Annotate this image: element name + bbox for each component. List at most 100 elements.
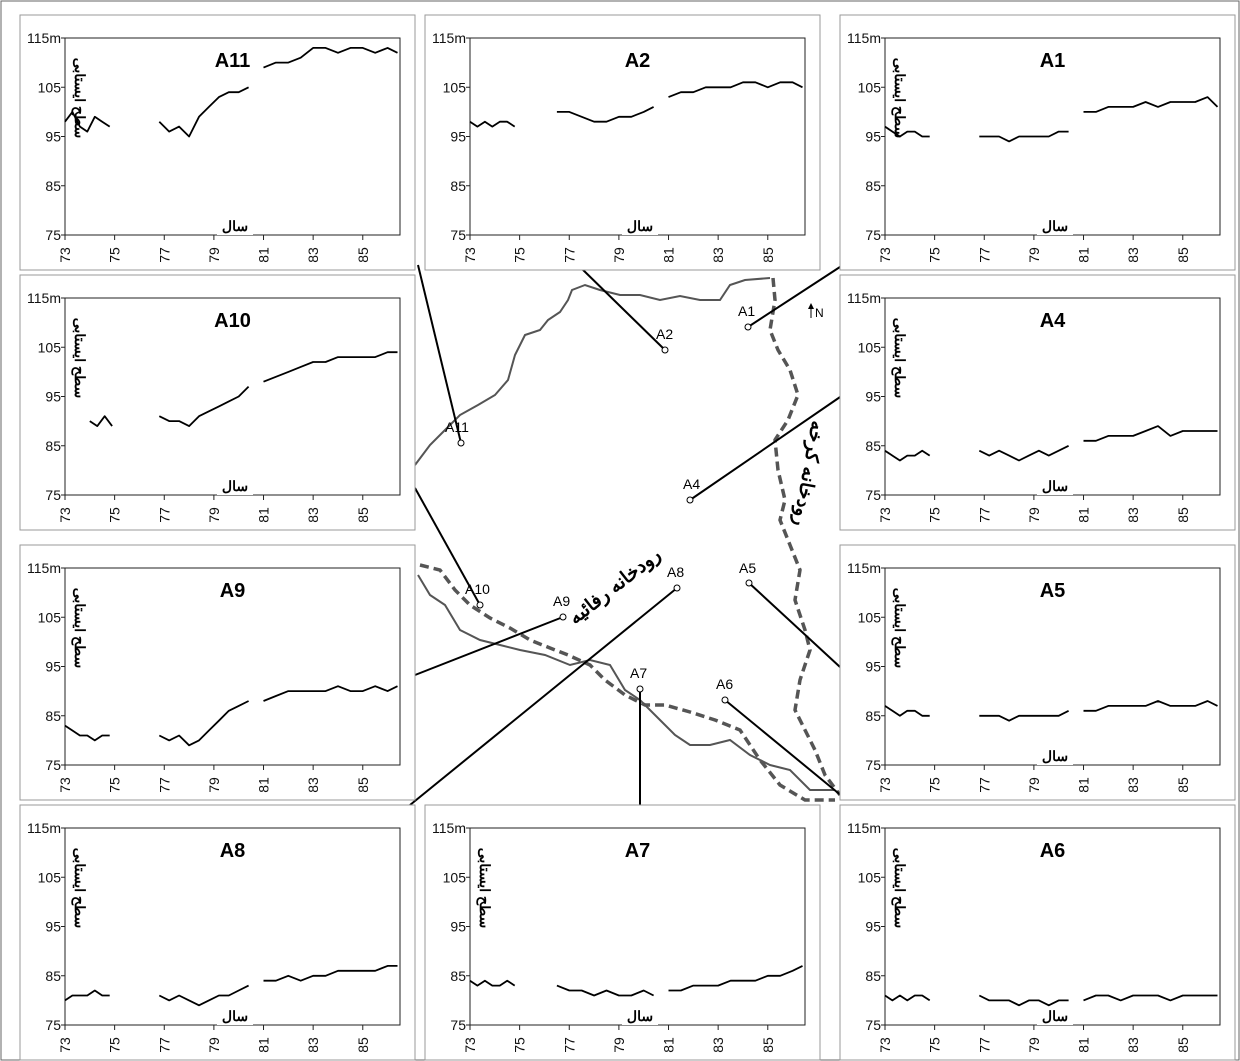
- y-tick-label: 75: [45, 487, 61, 503]
- well-marker-a11: [457, 439, 465, 447]
- y-tick-label: 85: [45, 968, 61, 984]
- x-tick-label: 81: [1076, 247, 1092, 263]
- x-tick-label: 83: [305, 247, 321, 263]
- rafieh-river-label: رودخانه رفائیه: [565, 544, 665, 628]
- x-tick-label: 83: [305, 777, 321, 793]
- x-tick-label: 75: [927, 1037, 943, 1053]
- well-label-a6: A6: [716, 676, 733, 692]
- y-tick-label: 105: [858, 609, 882, 625]
- well-marker-a4: [686, 496, 694, 504]
- x-tick-label: 73: [57, 507, 73, 523]
- x-tick-label: 77: [976, 247, 992, 263]
- x-axis-title: سال: [627, 1008, 653, 1024]
- x-tick-label: 77: [976, 777, 992, 793]
- x-tick-label: 83: [1125, 247, 1141, 263]
- y-tick-label: 105: [858, 79, 882, 95]
- y-tick-label: 75: [45, 757, 61, 773]
- x-tick-label: 77: [156, 247, 172, 263]
- well-marker-a2: [661, 346, 669, 354]
- x-tick-label: 85: [760, 247, 776, 263]
- y-tick-label: 85: [450, 968, 466, 984]
- panel-a5: 115m 105 95 85 75 73 75 77 79 81 83 85 A5 سطح ایستابی…: [839, 544, 1236, 801]
- x-tick-label: 75: [512, 1037, 528, 1053]
- y-tick-label: 105: [38, 339, 62, 355]
- well-marker-a5: [745, 579, 753, 587]
- groundwater-series-segment: [158, 385, 250, 427]
- groundwater-series-segment: [1083, 994, 1218, 1002]
- y-axis-title: سطح ایستابی: [476, 848, 493, 928]
- groundwater-series-segment: [469, 120, 516, 128]
- y-axis-title: سطح ایستابی: [891, 588, 908, 668]
- x-tick-label: 75: [107, 247, 123, 263]
- y-tick-label: 105: [443, 869, 467, 885]
- panel-a11: 115m 105 95 85 75 73 75 77 79 81 83 85 A11 سطح ایستاب…: [19, 14, 416, 271]
- well-label-a4: A4: [683, 476, 700, 492]
- x-tick-label: 75: [107, 1037, 123, 1053]
- x-tick-label: 73: [877, 247, 893, 263]
- groundwater-series-segment: [979, 130, 1069, 143]
- panel-a6: 115m 105 95 85 75 73 75 77 79 81 83 85 A6 سطح ایستابی…: [839, 804, 1236, 1061]
- panel-a1: 115m 105 95 85 75 73 75 77 79 81 83 85 A1 سطح ایستابی…: [839, 14, 1236, 271]
- x-tick-label: 79: [611, 247, 627, 263]
- y-tick-label: 115m: [432, 820, 466, 836]
- x-tick-label: 75: [927, 247, 943, 263]
- x-tick-label: 85: [1175, 507, 1191, 523]
- x-axis-title-bg: [1037, 218, 1073, 235]
- y-axis-title: سطح ایستابی: [71, 588, 88, 668]
- y-tick-label: 75: [45, 1017, 61, 1033]
- y-tick-label: 95: [865, 129, 881, 145]
- x-tick-label: 79: [1026, 247, 1042, 263]
- panel-a8: 115m 105 95 85 75 73 75 77 79 81 83 85 A8 سطح ایستابی…: [19, 804, 416, 1061]
- plot-area: [884, 297, 1221, 496]
- y-tick-label: 85: [45, 438, 61, 454]
- groundwater-series-segment: [884, 449, 931, 462]
- y-tick-label: 115m: [27, 820, 61, 836]
- y-tick-label: 105: [38, 79, 62, 95]
- y-tick-label: 75: [45, 227, 61, 243]
- x-tick-label: 77: [976, 1037, 992, 1053]
- x-tick-label: 81: [1076, 507, 1092, 523]
- groundwater-series-segment: [158, 984, 249, 1007]
- well-label-a2: A2: [656, 326, 673, 342]
- x-tick-label: 77: [976, 507, 992, 523]
- panel-title: A2: [625, 50, 651, 72]
- groundwater-series-segment: [668, 81, 803, 98]
- x-tick-label: 79: [611, 1037, 627, 1053]
- x-tick-label: 73: [462, 1037, 478, 1053]
- y-tick-label: 85: [865, 708, 881, 724]
- y-tick-label: 115m: [27, 560, 61, 576]
- x-tick-label: 79: [206, 507, 222, 523]
- x-tick-label: 75: [927, 777, 943, 793]
- groundwater-series-segment: [1083, 425, 1218, 442]
- groundwater-series-segment: [263, 965, 398, 982]
- groundwater-series-segment: [158, 86, 249, 138]
- groundwater-series-segment: [556, 106, 655, 123]
- x-axis-title: سال: [627, 218, 653, 234]
- x-tick-label: 81: [1076, 1037, 1092, 1053]
- y-tick-label: 115m: [847, 560, 881, 576]
- x-tick-label: 81: [256, 777, 272, 793]
- y-tick-label: 95: [45, 919, 61, 935]
- x-tick-label: 79: [206, 777, 222, 793]
- x-tick-label: 73: [877, 777, 893, 793]
- y-tick-label: 95: [865, 389, 881, 405]
- groundwater-series-segment: [64, 724, 110, 742]
- y-tick-label: 85: [865, 968, 881, 984]
- plot-area: [64, 297, 401, 496]
- panel-title: A1: [1040, 50, 1066, 72]
- x-tick-label: 85: [1175, 247, 1191, 263]
- panel-title: A6: [1040, 840, 1066, 862]
- groundwater-series-segment: [884, 125, 930, 138]
- y-tick-label: 115m: [847, 30, 881, 46]
- y-tick-label: 95: [45, 389, 61, 405]
- leader-line-a9: [414, 616, 564, 676]
- well-marker-a7: [636, 685, 644, 693]
- x-tick-label: 85: [355, 1037, 371, 1053]
- x-tick-label: 79: [1026, 777, 1042, 793]
- x-tick-label: 79: [206, 1037, 222, 1053]
- x-tick-label: 83: [305, 1037, 321, 1053]
- x-tick-label: 85: [1175, 777, 1191, 793]
- groundwater-series-segment: [978, 444, 1069, 462]
- leader-line-a4: [689, 394, 844, 501]
- y-tick-label: 85: [865, 178, 881, 194]
